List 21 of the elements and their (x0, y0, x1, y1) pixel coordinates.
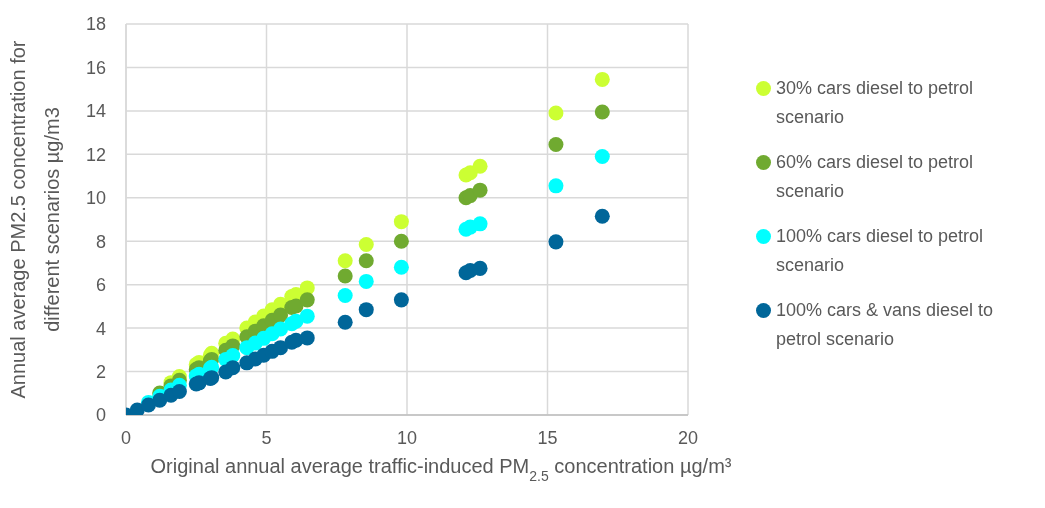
x-tick-label: 10 (396, 427, 418, 448)
legend-label: 60% cars diesel to petrol scenario (776, 151, 975, 203)
x-tick-label: 0 (120, 427, 132, 448)
y-tick-label: 14 (85, 101, 106, 122)
y-tick-label: 0 (95, 405, 106, 426)
y-tick-label: 6 (95, 275, 106, 296)
y-tick-label: 18 (85, 14, 106, 35)
y-tick-label: 2 (95, 361, 106, 382)
x-tick-label: 5 (261, 427, 272, 448)
legend-label: 30% cars diesel to petrol scenario (776, 77, 975, 129)
y-tick-label: 10 (85, 188, 106, 209)
x-axis-title: Original annual average traffic-induced PM$_{2.5}$ concentration µg/m³ (150, 455, 732, 484)
legend-label: 100% cars diesel to petrol scenario (776, 225, 985, 277)
y-axis-title: Annual average PM2.5 concentration for different scenarios µg/m3 (7, 40, 63, 399)
x-tick-label: 15 (537, 427, 558, 448)
x-tick-label: 20 (677, 427, 699, 448)
y-tick-label: 8 (95, 231, 106, 252)
y-tick-label: 12 (85, 144, 106, 165)
legend-label: 100% cars & vans diesel to petrol scenario (776, 299, 995, 351)
y-tick-label: 16 (85, 57, 106, 78)
y-tick-label: 4 (95, 318, 106, 339)
